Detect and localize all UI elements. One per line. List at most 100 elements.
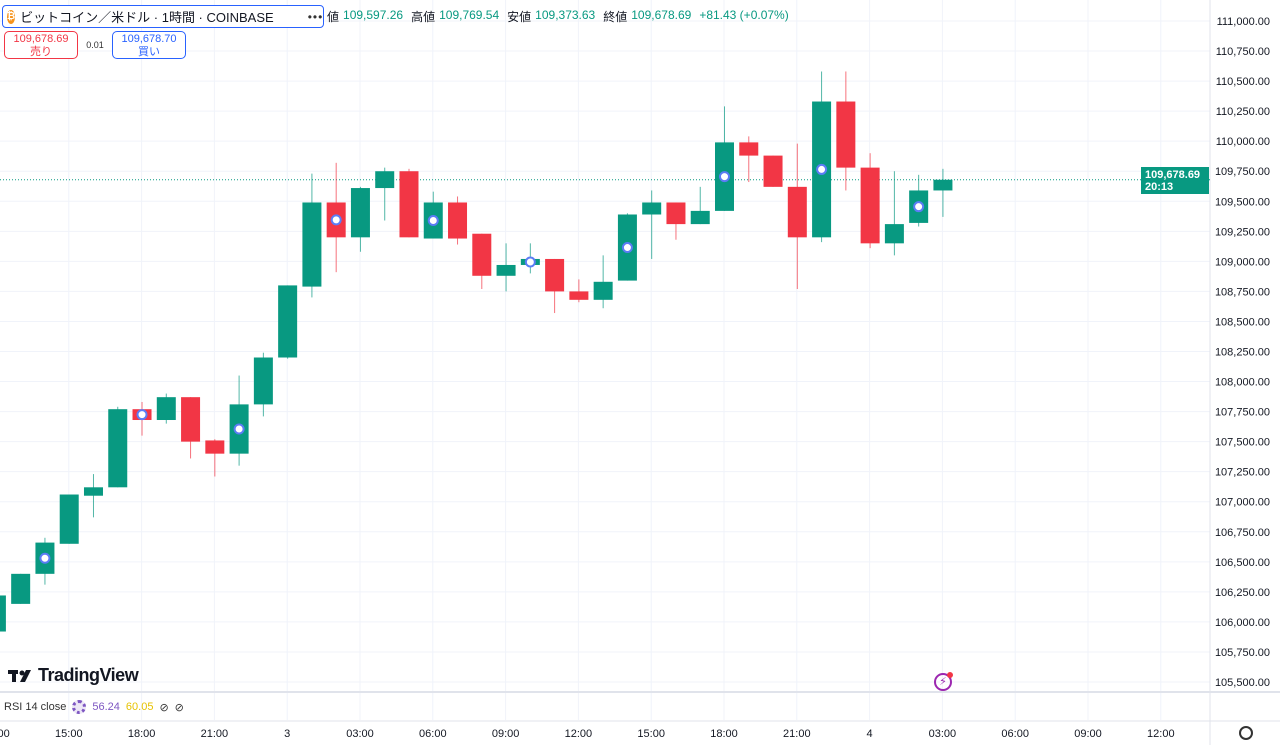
- price-axis-label: 105,500.00: [1215, 677, 1270, 689]
- candle-body: [11, 573, 31, 604]
- time-axis-label: 18:00: [710, 728, 738, 740]
- time-axis-label: 15:00: [637, 728, 665, 740]
- buy-price: 109,678.70: [121, 33, 177, 45]
- time-axis-label: 21:00: [201, 728, 229, 740]
- price-axis-label: 107,250.00: [1215, 467, 1270, 479]
- event-marker-icon: [524, 256, 536, 268]
- low-value: 109,373.63: [535, 8, 596, 22]
- event-marker-icon: [719, 171, 730, 183]
- price-axis-label: 106,750.00: [1215, 527, 1270, 539]
- candle-body: [59, 494, 79, 544]
- logo-text: TradingView: [38, 665, 139, 685]
- candle-body: [569, 291, 589, 300]
- candle-body: [278, 285, 298, 358]
- symbol-selector[interactable]: ₿ ビットコイン／米ドル · 1時間 · COINBASE •••: [2, 5, 324, 28]
- price-axis-label: 110,750.00: [1216, 46, 1270, 58]
- candle-body: [642, 202, 662, 215]
- close-value: 109,678.69: [631, 8, 692, 22]
- tradingview-logo-icon: [8, 669, 31, 682]
- time-axis-label: 03:00: [346, 728, 374, 740]
- candle-body: [763, 155, 783, 187]
- time-axis-label: 03:00: [929, 728, 957, 740]
- candle-body: [472, 233, 492, 276]
- time-axis-label: 09:00: [492, 728, 520, 740]
- price-axis-label: 108,000.00: [1215, 377, 1270, 389]
- lightning-icon[interactable]: ⚡: [934, 672, 953, 691]
- price-axis-label: 110,250.00: [1216, 106, 1270, 118]
- open-value: 109,597.26: [343, 8, 404, 22]
- candle-body: [83, 487, 103, 496]
- candle-body: [181, 397, 201, 442]
- candle-body: [350, 188, 370, 238]
- loading-icon: [72, 700, 87, 714]
- price-axis-label: 110,500.00: [1216, 76, 1270, 88]
- time-axis-label: 21:00: [783, 728, 811, 740]
- candle-body: [787, 186, 807, 238]
- candle-body: [496, 264, 516, 276]
- rsi-value: 56.24: [92, 701, 120, 713]
- time-axis-label: 12:00: [565, 728, 593, 740]
- price-axis-label: 108,250.00: [1215, 347, 1270, 359]
- candle-body: [884, 224, 904, 244]
- rsi-legend: RSI 14 close 56.24 60.05 ⊘ ⊘: [4, 700, 184, 714]
- event-marker-icon: [621, 242, 633, 254]
- rsi-label[interactable]: RSI 14 close: [4, 701, 67, 713]
- spread: 0.01: [86, 40, 104, 50]
- buy-button[interactable]: 109,678.70 買い: [112, 31, 186, 59]
- candle-body: [399, 171, 419, 238]
- candle-body: [0, 595, 6, 632]
- rsi-ma-value: 60.05: [125, 701, 154, 713]
- candle-body: [593, 281, 613, 300]
- price-axis-label: 109,500.00: [1215, 196, 1270, 208]
- event-marker-icon: [816, 163, 828, 175]
- hidden-icon[interactable]: ⊘: [174, 701, 184, 714]
- time-axis-label: 12:00: [1147, 728, 1175, 740]
- event-marker-icon: [330, 214, 342, 226]
- current-price-tag: 109,678.69 20:13: [1141, 167, 1209, 194]
- hidden-icon[interactable]: ⊘: [159, 701, 169, 714]
- time-axis-label: 18:00: [128, 728, 156, 740]
- price-axis-label: 106,000.00: [1215, 617, 1270, 629]
- tradingview-logo[interactable]: TradingView: [8, 665, 139, 686]
- price-axis-label: 111,000.00: [1217, 16, 1270, 28]
- time-axis-label: 15:00: [55, 728, 83, 740]
- sell-label: 売り: [30, 46, 52, 58]
- price-axis-label: 108,500.00: [1215, 316, 1270, 328]
- candle-body: [448, 202, 468, 239]
- candle-body: [156, 397, 176, 421]
- candle-body: [666, 202, 686, 225]
- price-axis-label: 106,250.00: [1215, 587, 1270, 599]
- event-marker-icon: [136, 409, 148, 421]
- price-axis-label: 108,750.00: [1215, 286, 1270, 298]
- time-axis-label: 12:00: [0, 728, 10, 740]
- candle-body: [545, 258, 565, 292]
- ohlc-values: 値 109,597.26 高値 109,769.54 安値 109,373.63 終値…: [327, 8, 793, 25]
- bitcoin-icon: ₿: [7, 9, 16, 24]
- candle-body: [205, 440, 225, 454]
- candle-body: [933, 179, 953, 191]
- sell-button[interactable]: 109,678.69 売り: [4, 31, 78, 59]
- candle-body: [739, 142, 759, 156]
- candle-body: [860, 167, 880, 244]
- price-axis-label: 109,250.00: [1215, 226, 1270, 238]
- close-label: 終値: [603, 10, 628, 24]
- settings-icon[interactable]: [1239, 726, 1253, 740]
- more-icon[interactable]: •••: [307, 9, 324, 24]
- event-marker-icon: [39, 552, 51, 564]
- candle-body: [302, 202, 322, 287]
- low-label: 安値: [507, 10, 532, 24]
- time-axis-label: 06:00: [419, 728, 447, 740]
- change-value: +81.43 (+0.07%): [699, 8, 789, 22]
- price-axis-label: 109,000.00: [1215, 256, 1270, 268]
- price-axis-label: 107,750.00: [1215, 407, 1270, 419]
- trade-buttons: 109,678.69 売り 0.01 109,678.70 買い: [4, 31, 186, 59]
- legend-header: ₿ ビットコイン／米ドル · 1時間 · COINBASE ••• 値 109,5…: [2, 5, 793, 28]
- open-label: 値: [327, 10, 340, 24]
- buy-label: 買い: [138, 46, 160, 58]
- high-value: 109,769.54: [439, 8, 500, 22]
- price-axis-label: 109,750.00: [1215, 166, 1270, 178]
- time-axis-label: 3: [284, 728, 290, 740]
- time-axis-label: 4: [867, 728, 873, 740]
- price-axis-label: 105,750.00: [1215, 647, 1270, 659]
